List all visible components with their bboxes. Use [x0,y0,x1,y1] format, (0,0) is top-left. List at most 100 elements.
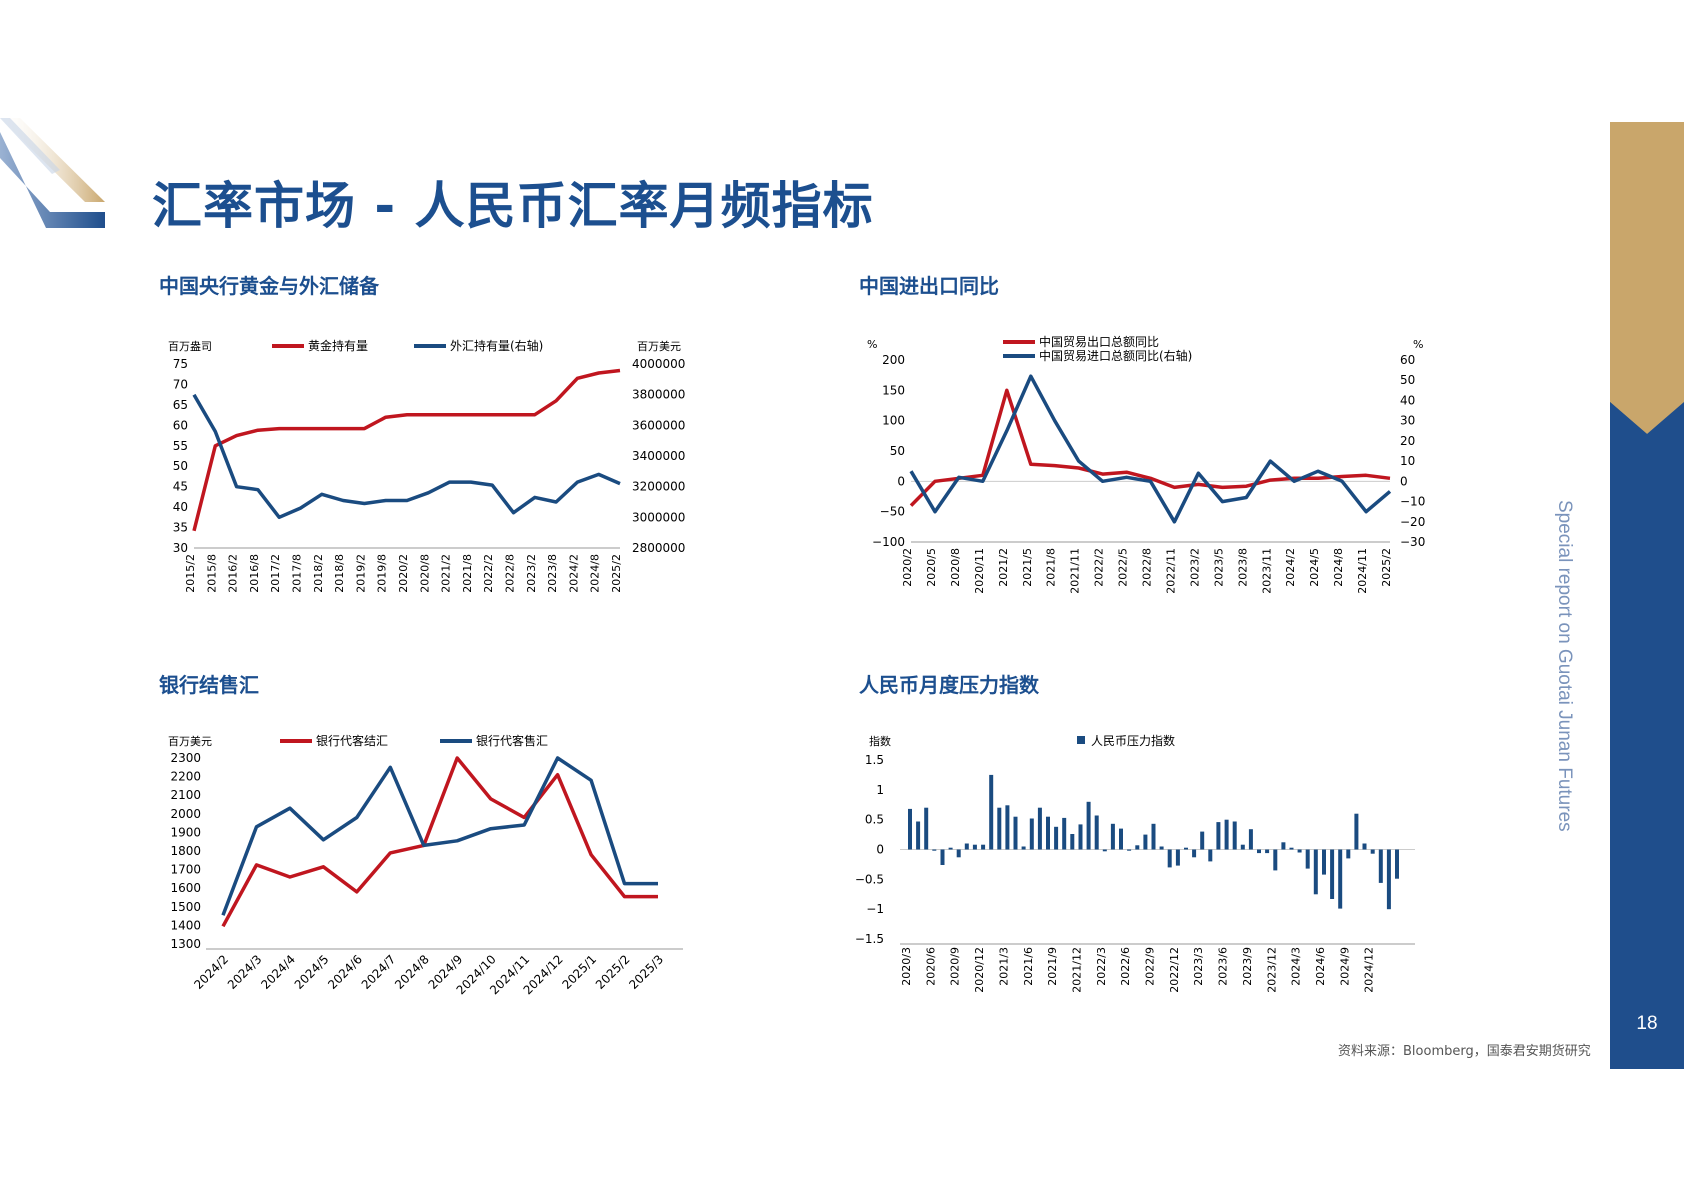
y-tick-label: 1500 [170,900,201,914]
x-tick-label: 2024/11 [1356,548,1369,594]
bar [916,821,921,850]
bar [1289,847,1294,850]
left-axis-unit: % [867,338,877,351]
series-line [909,374,1392,524]
y-tick-label: −1.5 [855,932,884,946]
x-tick-label: 2023/8 [546,554,559,593]
bar [1046,816,1050,850]
y-tick-label: 30 [173,541,188,555]
bar [924,807,929,850]
x-tick-label: 2021/6 [1022,947,1035,986]
y-tick-label: 45 [173,480,188,494]
right-axis-unit: % [1413,338,1423,351]
y-tick-label: 1900 [170,825,201,839]
chart4-title: 人民币月度压力指数 [859,673,1039,697]
x-tick-label: 2021/12 [1070,947,1083,993]
y-tick-label: −1 [866,902,884,916]
y-tick-label: 1600 [170,881,201,895]
x-tick-label: 2024/6 [325,952,365,992]
bar [1143,834,1148,850]
y2-tick-label: 3600000 [632,418,685,432]
x-tick-label: 2021/5 [1021,548,1034,587]
y-tick-label: 1 [876,783,884,797]
y2-tick-label: 2800000 [632,541,685,555]
y-tick-label: 100 [882,414,905,428]
x-tick-label: 2023/9 [1241,947,1254,986]
y-tick-label: 50 [890,444,905,458]
y-tick-label: 1800 [170,844,201,858]
bar [1110,823,1115,850]
bar [1175,849,1180,866]
bar [989,774,994,850]
left-axis-unit: 指数 [869,734,891,748]
y-tick-label: 1700 [170,863,201,877]
x-tick-label: 2025/3 [626,952,666,992]
bar [1362,843,1367,850]
x-tick-label: 2024/3 [225,952,265,992]
bar [1354,813,1359,850]
y-tick-label: 1300 [170,937,201,951]
legend-label: 黄金持有量 [308,338,368,353]
left-axis-unit: 百万美元 [168,735,212,748]
x-tick-label: 2020/8 [418,554,431,593]
bar [1265,849,1270,854]
bar [932,849,937,851]
bar [1395,849,1399,879]
page-title: 汇率市场 - 人民币汇率月频指标 [152,177,874,235]
y-tick-label: −50 [880,505,905,519]
x-tick-label: 2022/6 [1119,947,1132,986]
y2-tick-label: −10 [1400,495,1425,509]
chart1-title: 中国央行黄金与外汇储备 [159,274,379,298]
legend-label: 中国贸易出口总额同比 [1039,334,1159,349]
x-tick-label: 2022/8 [504,554,517,593]
y-tick-label: 1400 [170,918,201,932]
x-tick-label: 2017/8 [291,554,304,593]
x-tick-label: 2023/8 [1236,548,1249,587]
bar [940,849,945,865]
x-tick-label: 2021/2 [440,554,453,593]
bar [1127,849,1132,851]
corner-decoration [0,118,105,228]
source-note: 资料来源：Bloomberg，国泰君安期货研究 [1338,1044,1591,1059]
x-tick-label: 2018/8 [333,554,346,593]
x-tick-label: 2024/6 [1314,947,1327,986]
bar [1386,849,1391,910]
bar [1167,849,1172,868]
y-tick-label: 1.5 [865,753,884,767]
x-tick-label: 2018/2 [312,554,325,593]
chart-gold-fx-reserves: 百万盎司 百万美元 黄金持有量 外汇持有量(右轴) 75 70 65 60 55 50 45 40 35… [168,338,685,593]
y-tick-label: −100 [872,535,905,549]
legend-label: 中国贸易进口总额同比(右轴) [1039,348,1192,363]
x-tick-label: 2024/7 [359,952,399,992]
y2-tick-label: 3400000 [632,449,685,463]
bar [1273,849,1278,871]
chart-import-export-yoy: % %中国贸易出口总额同比中国贸易进口总额同比(右轴)200150100500−5… [867,334,1425,594]
x-tick-label: 2020/5 [925,548,938,587]
bar [1013,816,1018,850]
x-tick-label: 2015/2 [184,554,197,593]
y-tick-label: 35 [173,521,188,535]
x-tick-label: 2022/12 [1168,947,1181,993]
x-tick-label: 2024/8 [392,952,432,992]
y-tick-label: 2000 [170,807,201,821]
y2-tick-label: 40 [1400,393,1415,407]
bar [1086,801,1091,850]
y2-tick-label: 3000000 [632,510,685,524]
y2-tick-label: 50 [1400,373,1415,387]
y-tick-label: −0.5 [855,872,884,886]
x-tick-label: 2023/12 [1265,947,1278,993]
bar [1054,826,1059,850]
bar [1078,824,1083,850]
y2-tick-label: 10 [1400,454,1415,468]
bar [1297,849,1302,853]
x-tick-label: 2022/2 [1093,548,1106,587]
y-tick-label: 150 [882,383,905,397]
bar [1062,817,1067,850]
series-line [909,388,1391,507]
side-text: Special report on Guotai Junan Futures [1554,500,1575,832]
x-tick-label: 2024/8 [1332,548,1345,587]
y-tick-label: 75 [173,357,188,371]
x-tick-label: 2020/9 [949,947,962,986]
page-number: 18 [1636,1013,1658,1034]
bar [1151,823,1156,850]
